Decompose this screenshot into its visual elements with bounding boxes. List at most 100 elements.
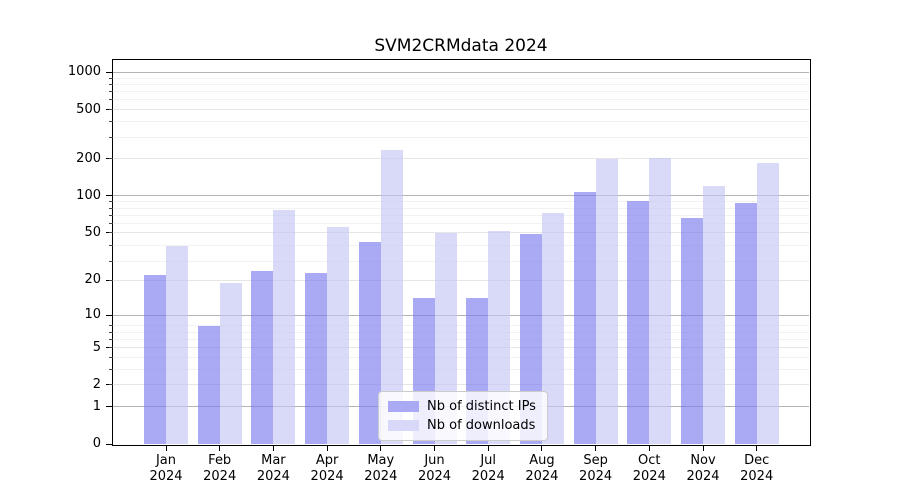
gridline-major [113,314,809,316]
y-minor-tick [109,214,113,216]
bar-ips-sep [573,191,596,444]
gridline-faint [113,214,809,216]
bar-downloads-jul [488,231,511,444]
gridline-faint [113,121,809,123]
y-tick-label-500: 500 [76,101,101,117]
y-minor-tick [109,201,113,203]
x-label-month: Mar [261,453,286,468]
y-minor-tick [109,368,113,370]
x-tick-dec [756,445,758,451]
y-minor-tick [109,77,113,79]
bar-ips-mar [251,270,274,444]
x-label-year: 2024 [203,469,237,484]
gridline-faint [113,338,809,340]
x-label-month: Aug [529,453,555,468]
x-label-month: Feb [208,453,232,468]
x-label-year: 2024 [310,469,344,484]
gridline-minor [113,347,809,349]
y-tick-label-1000: 1000 [67,64,101,80]
x-tick-aug [541,445,543,451]
y-minor-tick [109,158,113,160]
bar-downloads-mar [273,210,296,444]
x-label-month: Dec [744,453,770,468]
gridline-minor [113,158,809,160]
bar-downloads-dec [756,162,779,444]
y-minor-tick [109,232,113,234]
legend-swatch [388,420,419,431]
bar-downloads-sep [595,158,618,444]
gridline-faint [113,325,809,327]
legend-label: Nb of downloads [427,418,536,433]
y-tick-1000 [106,71,112,73]
legend: Nb of distinct IPs Nb of downloads [378,391,548,441]
x-tick-label-jan: Jan 2024 [134,453,198,485]
x-tick-label-aug: Aug 2024 [510,453,574,485]
x-tick-oct [648,445,650,451]
bar-downloads-feb [219,282,242,444]
bar-downloads-oct [649,157,672,444]
x-tick-jul [487,445,489,451]
y-minor-tick [109,99,113,101]
x-label-month: Sep [583,453,608,468]
gridline-faint [113,356,809,358]
x-tick-label-oct: Oct 2024 [617,453,681,485]
bar-downloads-aug [541,213,564,444]
chart-title: SVM2CRMdata 2024 [374,36,548,56]
bar-downloads-may [380,150,403,444]
x-tick-label-apr: Apr 2024 [295,453,359,485]
y-minor-tick [109,338,113,340]
x-label-year: 2024 [149,469,183,484]
x-label-year: 2024 [686,469,720,484]
x-label-month: Oct [638,453,661,468]
y-minor-tick [109,260,113,262]
bar-downloads-apr [327,226,350,444]
x-tick-sep [595,445,597,451]
gridline-faint [113,207,809,209]
x-tick-label-mar: Mar 2024 [241,453,305,485]
y-minor-tick [109,384,113,386]
y-minor-tick [109,91,113,93]
gridline-major [113,195,809,197]
x-label-year: 2024 [525,469,559,484]
gridline-minor [113,384,809,386]
y-minor-tick [109,121,113,123]
x-label-month: Apr [315,453,339,468]
x-label-month: Jul [480,453,497,468]
legend-label: Nb of distinct IPs [427,399,536,414]
y-tick-label-5: 5 [92,339,101,355]
gridline-faint [113,260,809,262]
gridline-faint [113,201,809,203]
x-tick-feb [219,445,221,451]
y-tick-label-10: 10 [84,307,101,323]
gridline-faint [113,331,809,333]
x-label-year: 2024 [471,469,505,484]
legend-item-ips: Nb of distinct IPs [388,397,538,416]
y-tick-label-2: 2 [92,376,101,392]
y-tick-label-20: 20 [84,272,101,288]
x-tick-jan [165,445,167,451]
x-tick-label-nov: Nov 2024 [671,453,735,485]
y-tick-label-0: 0 [92,436,101,451]
x-tick-label-may: May 2024 [349,453,413,485]
gridline-faint [113,223,809,225]
x-tick-label-dec: Dec 2024 [725,453,789,485]
y-minor-tick [109,279,113,281]
x-label-year: 2024 [256,469,290,484]
x-label-year: 2024 [579,469,613,484]
x-label-month: Jun [424,453,445,468]
legend-item-downloads: Nb of downloads [388,416,538,435]
y-minor-tick [109,136,113,138]
legend-swatch [388,401,419,412]
bar-ips-apr [305,273,328,444]
gridline-minor [113,279,809,281]
bar-ips-feb [197,325,220,444]
y-minor-tick [109,245,113,247]
gridline-minor [113,109,809,111]
x-label-month: Nov [690,453,716,468]
gridline-faint [113,77,809,79]
y-tick-0 [106,443,112,445]
x-tick-label-jul: Jul 2024 [456,453,520,485]
gridline-minor [113,232,809,234]
gridline-faint [113,99,809,101]
